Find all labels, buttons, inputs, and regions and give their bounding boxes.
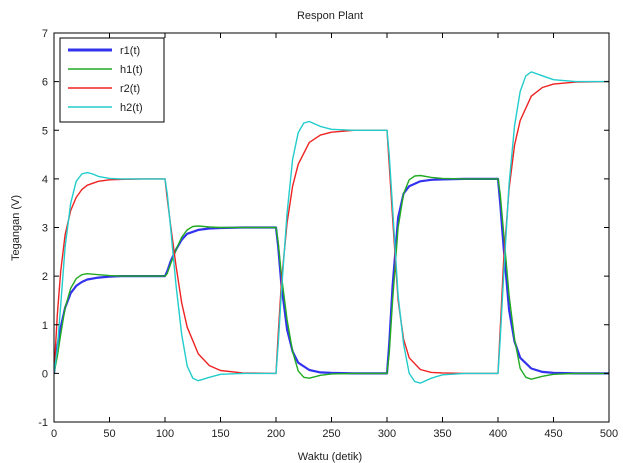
y-tick-label: 2 [42,271,48,283]
legend: r1(t) h1(t) r2(t) h2(t) [59,37,165,123]
plot-area: 0 50 100 150 200 250 300 350 400 450 500-101234567… [38,28,618,440]
y-tick-label: 4 [42,174,48,186]
legend-label: h2(t) [120,102,143,114]
y-tick-label: 3 [42,223,48,235]
legend-box [59,37,165,123]
series-line-h1t [54,174,609,380]
y-axis-title: Tegangan (V) [10,195,22,261]
x-axis-title: Waktu (detik) [298,451,362,463]
x-tick-label: 300 [378,428,396,440]
x-tick-label: 400 [489,428,507,440]
legend-label: r1(t) [120,45,140,57]
x-tick-label: 200 [267,428,285,440]
chart-title: Respon Plant [297,10,363,22]
x-tick-label: 0 [51,428,57,440]
y-tick-label: -1 [38,417,48,429]
legend-label: r2(t) [120,83,140,95]
y-tick-label: 6 [42,77,48,89]
x-tick-label: 500 [600,428,618,440]
x-tick-label: 150 [211,428,229,440]
series-line-r2t [54,80,609,375]
y-tick-label: 7 [42,28,48,40]
series-line-h2t [54,71,609,384]
x-tick-label: 450 [544,428,562,440]
x-tick-label: 250 [322,428,340,440]
legend-label: h1(t) [120,64,143,76]
x-tick-label: 350 [433,428,451,440]
y-tick-label: 1 [42,320,48,332]
x-tick-label: 100 [156,428,174,440]
x-tick-label: 50 [103,428,115,440]
y-tick-label: 5 [42,125,48,137]
y-tick-label: 0 [42,368,48,380]
